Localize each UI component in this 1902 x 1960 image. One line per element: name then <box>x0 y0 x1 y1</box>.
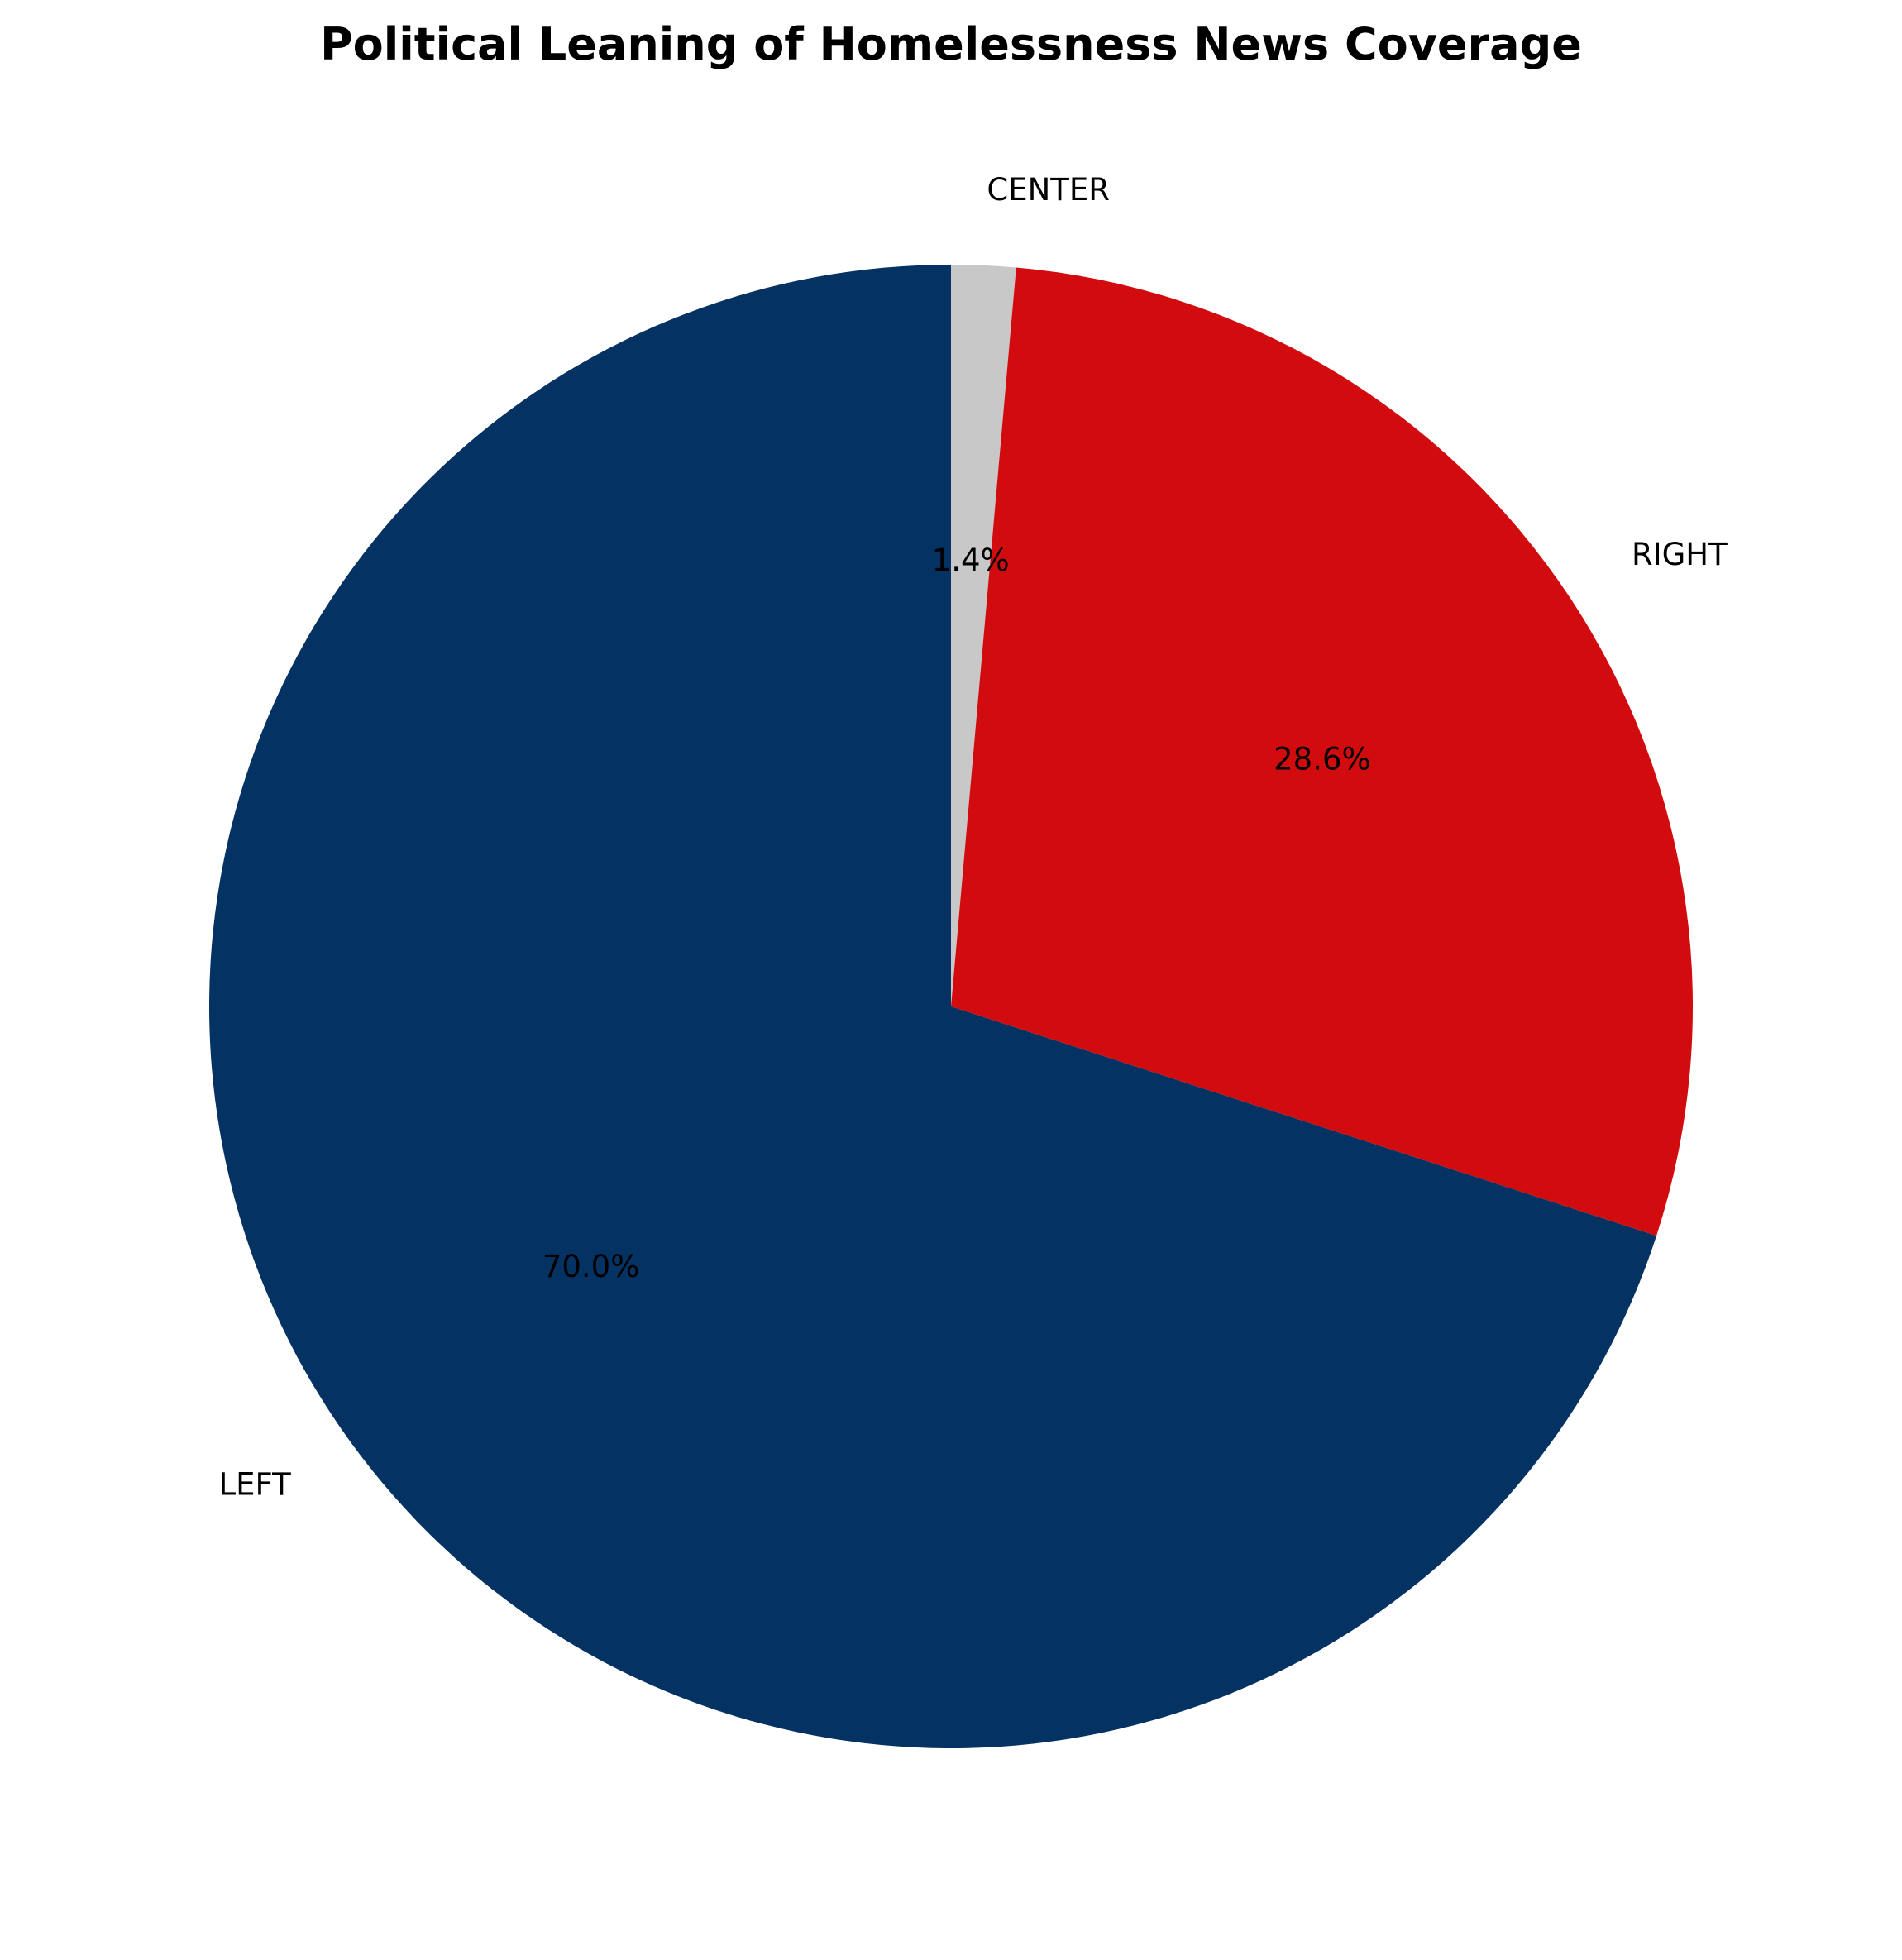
slice-label-right: RIGHT <box>1632 537 1728 572</box>
chart-title: Political Leaning of Homelessness News C… <box>320 18 1582 70</box>
slice-value-left: 70.0% <box>542 1249 640 1284</box>
slice-label-center: CENTER <box>987 172 1110 208</box>
slice-value-center: 1.4% <box>932 543 1010 578</box>
pie-slice-right <box>951 267 1694 1236</box>
pie-slice-left <box>209 265 1657 1749</box>
slice-label-left: LEFT <box>218 1467 291 1503</box>
pie-labels: CENTER 1.4% RIGHT 28.6% LEFT 70.0% <box>218 172 1728 1503</box>
slice-value-right: 28.6% <box>1274 742 1371 777</box>
pie-slices <box>209 265 1694 1749</box>
pie-slice-center <box>951 265 1016 1006</box>
